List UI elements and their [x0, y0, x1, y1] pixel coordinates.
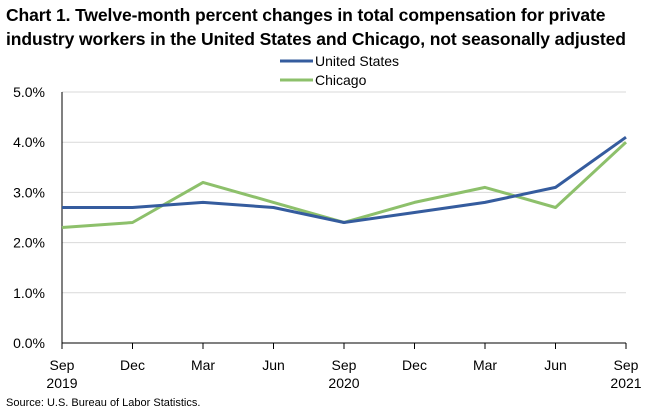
plot-area: 0.0% 1.0% 2.0% 3.0% 4.0% 5.0% Sep 2019 Dec Mar Ju… — [13, 84, 642, 391]
x-year-label: 2021 — [610, 375, 641, 391]
series-line-chicago — [61, 141, 628, 229]
x-tick-label: Sep — [50, 357, 75, 373]
x-tick-label: Mar — [191, 357, 215, 373]
chart-title: Chart 1. Twelve-month percent changes in… — [6, 5, 626, 49]
legend-label: Chicago — [315, 72, 367, 88]
legend-label: United States — [315, 53, 399, 69]
x-tick-label: Jun — [544, 357, 567, 373]
x-year-label: 2019 — [46, 375, 77, 391]
series-line-united-states — [62, 135, 627, 224]
legend: United States Chicago — [280, 53, 399, 88]
x-year-label: 2020 — [328, 375, 359, 391]
x-tick-label: Sep — [332, 357, 357, 373]
y-tick-label: 4.0% — [13, 134, 45, 150]
source-note: Source: U.S. Bureau of Labor Statistics. — [6, 397, 201, 409]
x-tick-label: Dec — [120, 357, 145, 373]
y-tick-label: 0.0% — [13, 335, 45, 351]
y-tick-label: 3.0% — [13, 184, 45, 200]
x-tick-label: Jun — [262, 357, 285, 373]
x-tick-label: Mar — [473, 357, 497, 373]
x-tick-label: Sep — [614, 357, 639, 373]
y-tick-label: 5.0% — [13, 84, 45, 100]
x-tick-label: Dec — [402, 357, 427, 373]
y-tick-label: 1.0% — [13, 285, 45, 301]
y-tick-label: 2.0% — [13, 235, 45, 251]
